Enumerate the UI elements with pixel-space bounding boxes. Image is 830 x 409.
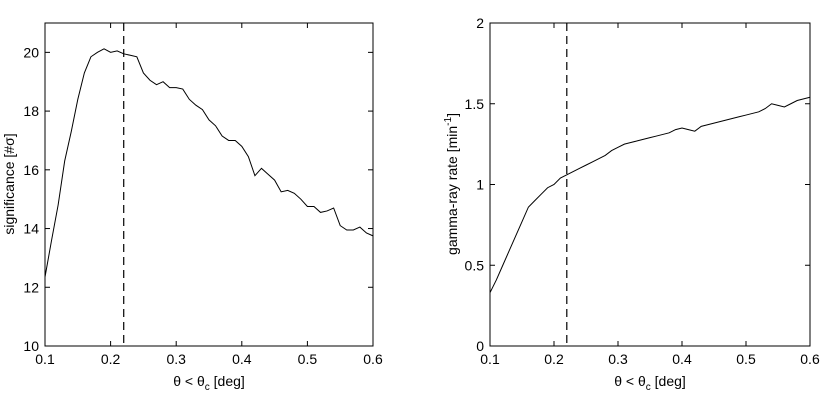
x-tick-label-left: 0.1	[35, 351, 55, 367]
plot-frame-right	[489, 22, 811, 347]
x-tick-label-right: 0.6	[800, 351, 820, 367]
x-tick-label-right: 0.2	[544, 351, 564, 367]
y-axis-label-right: gamma-ray rate [min-1]	[443, 113, 460, 255]
x-tick-label-left: 0.5	[298, 351, 318, 367]
x-axis-label-right: θ < θc [deg]	[614, 373, 686, 393]
x-tick-label-left: 0.4	[232, 351, 252, 367]
y-tick-label-left: 12	[23, 279, 39, 295]
y-tick-label-left: 14	[23, 221, 39, 237]
y-tick-label-left: 20	[23, 44, 39, 60]
significance-chart: 0.1 0.2 0.3 0.4 0.5 0.6 10 12 14 16 18 20 θ < θc [d…	[1, 22, 383, 393]
y-tick-label-right: 2	[476, 15, 484, 31]
y-axis-label-left: significance [#σ]	[1, 133, 17, 234]
y-tick-label-right: 0.5	[465, 257, 485, 273]
plot-frame-left	[44, 22, 374, 347]
x-tick-label-left: 0.2	[101, 351, 121, 367]
y-tick-label-right: 0	[476, 338, 484, 354]
series-group-left	[44, 48, 374, 278]
series-line-right-0	[489, 96, 811, 293]
x-tick-label-right: 0.3	[608, 351, 628, 367]
x-tick-label-left: 0.6	[363, 351, 383, 367]
y-tick-label-right: 1.5	[465, 96, 485, 112]
y-tick-label-left: 18	[23, 103, 39, 119]
x-axis-label-left: θ < θc [deg]	[173, 373, 245, 393]
y-tick-label-right: 1	[476, 177, 484, 193]
x-tick-label-right: 0.5	[736, 351, 756, 367]
series-line-left-0	[44, 48, 374, 278]
tick-group-left: 0.1 0.2 0.3 0.4 0.5 0.6 10 12 14 16 18 20	[23, 23, 383, 367]
x-tick-label-right: 0.4	[672, 351, 692, 367]
x-tick-label-right: 0.1	[480, 351, 500, 367]
gamma-rate-chart: 0.1 0.2 0.3 0.4 0.5 0.6 0 0.5 1 1.5 2 θ < θc [deg]…	[443, 15, 820, 393]
tick-group-right: 0.1 0.2 0.3 0.4 0.5 0.6 0 0.5 1 1.5 2	[465, 15, 820, 367]
y-tick-label-left: 10	[23, 338, 39, 354]
x-tick-label-left: 0.3	[166, 351, 186, 367]
series-group-right	[489, 96, 811, 293]
y-tick-label-left: 16	[23, 162, 39, 178]
